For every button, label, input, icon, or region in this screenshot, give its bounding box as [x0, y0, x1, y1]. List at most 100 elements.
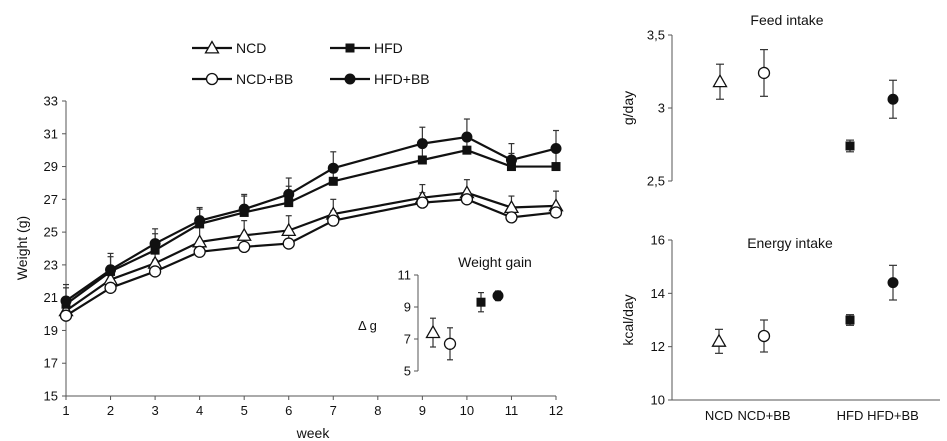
- legend-item: NCD+BB: [192, 71, 293, 87]
- series-markers: [59, 193, 563, 322]
- main-y-tick-label: 27: [44, 192, 58, 207]
- energy-y-axis-label: kcal/day: [620, 294, 636, 345]
- main-y-tick-label: 33: [44, 94, 58, 109]
- main-x-tick-label: 1: [62, 403, 69, 418]
- data-point: [59, 309, 73, 322]
- data-point: [194, 215, 206, 227]
- energy-title: Energy intake: [747, 235, 833, 251]
- legend-item: HFD+BB: [330, 71, 430, 87]
- main-x-tick-label: 10: [460, 403, 474, 418]
- legend-marker: [344, 73, 356, 85]
- data-point: [236, 227, 252, 241]
- legend-marker: [345, 43, 355, 53]
- feed-y-axis-label: g/day: [620, 91, 636, 125]
- data-point: [104, 281, 117, 294]
- data-point: [461, 131, 473, 143]
- legend-marker: [205, 72, 219, 86]
- data-point: [462, 145, 472, 155]
- legend-label: NCD: [236, 40, 266, 56]
- data-point: [757, 66, 771, 80]
- main-x-tick-label: 8: [374, 403, 381, 418]
- axes: [668, 34, 673, 182]
- data-point: [492, 290, 504, 302]
- legend-marker: [204, 40, 220, 54]
- legend-item: HFD: [330, 40, 403, 56]
- main-y-tick-label: 15: [44, 389, 58, 404]
- main-x-tick-label: 7: [330, 403, 337, 418]
- main-y-tick-label: 23: [44, 257, 58, 272]
- data-point: [284, 198, 294, 208]
- y-tick-label: 16: [651, 233, 665, 248]
- y-tick-label: 2,5: [647, 174, 665, 189]
- y-tick-label: 11: [398, 268, 412, 283]
- legend: NCD HFD NCD+BB HFD+BB: [192, 40, 430, 87]
- data-point: [425, 324, 441, 339]
- main-y-axis-label: Weight (g): [14, 216, 30, 280]
- energy-intake-chart: Energy intake kcal/day 10 12 14 16 NCD NCD+BB…: [620, 233, 940, 423]
- axes: [668, 239, 940, 401]
- main-y-tick-label: 21: [44, 290, 58, 305]
- data-point: [711, 333, 727, 347]
- x-tick-label: HFD+BB: [867, 408, 919, 423]
- series-markers: [58, 184, 564, 317]
- data-point: [238, 203, 250, 215]
- y-tick-label: 3,5: [647, 28, 665, 43]
- data-point: [549, 206, 563, 219]
- feed-intake-chart: Feed intake g/day 2,5 3 3,5: [620, 12, 899, 189]
- data-point: [327, 214, 340, 227]
- data-point: [887, 93, 899, 105]
- data-point: [505, 211, 518, 224]
- weight-gain-inset-chart: Weight gain Δ g 5 7 9 11: [358, 254, 532, 379]
- main-x-tick-label: 9: [419, 403, 426, 418]
- data-point: [887, 277, 899, 289]
- data-point: [150, 245, 160, 255]
- data-point: [193, 245, 206, 258]
- data-point: [148, 265, 162, 278]
- data-point: [460, 193, 474, 206]
- y-tick-label: 3: [658, 101, 665, 116]
- data-point: [60, 295, 72, 307]
- x-tick-label: NCD: [705, 408, 733, 423]
- data-point: [281, 222, 297, 236]
- series-markers: [60, 131, 562, 307]
- y-tick-label: 9: [404, 300, 411, 315]
- data-point: [327, 162, 339, 174]
- data-point: [282, 237, 295, 250]
- data-point: [712, 73, 728, 88]
- main-x-tick-label: 2: [107, 403, 114, 418]
- main-x-axis-label: week: [296, 425, 331, 441]
- legend-item: NCD: [192, 40, 266, 56]
- main-y-tick-label: 29: [44, 159, 58, 174]
- data-point: [550, 143, 562, 155]
- data-point: [845, 141, 855, 151]
- data-point: [845, 315, 855, 325]
- y-tick-label: 14: [651, 286, 665, 301]
- main-x-tick-label: 12: [549, 403, 563, 418]
- data-point: [443, 337, 457, 350]
- y-tick-label: 7: [404, 332, 411, 347]
- y-tick-label: 5: [404, 364, 411, 379]
- data-point: [416, 196, 429, 209]
- data-point: [476, 297, 486, 307]
- feed-title: Feed intake: [750, 12, 823, 28]
- data-point: [417, 155, 427, 165]
- main-y-tick-label: 31: [44, 126, 58, 141]
- series-markers: [61, 145, 561, 309]
- legend-label: HFD+BB: [374, 71, 430, 87]
- main-y-tick-label: 17: [44, 356, 58, 371]
- main-y-tick-label: 19: [44, 323, 58, 338]
- axes: [414, 274, 419, 372]
- data-point: [416, 138, 428, 150]
- y-tick-label: 10: [651, 393, 665, 408]
- inset-y-axis-label: Δ g: [358, 318, 377, 333]
- data-point: [238, 240, 251, 254]
- data-point: [505, 154, 517, 166]
- y-tick-label: 12: [651, 339, 665, 354]
- main-x-tick-label: 5: [241, 403, 248, 418]
- data-point: [149, 238, 161, 250]
- inset-title: Weight gain: [458, 254, 532, 270]
- data-point: [757, 329, 771, 343]
- data-point: [105, 264, 117, 276]
